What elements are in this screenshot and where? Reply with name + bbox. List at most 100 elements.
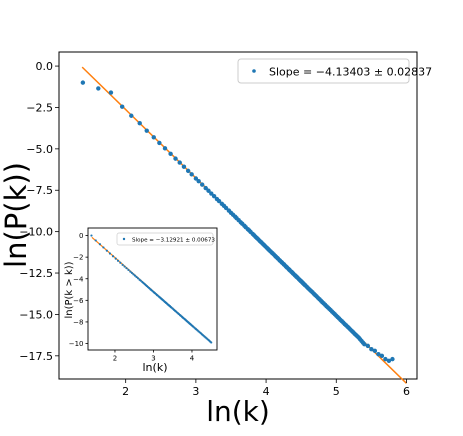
main-y-tick-label: 0.0 [36,60,54,73]
inset-y-tick-label: −10 [69,340,84,348]
main-data-point [223,205,229,211]
main-data-point [365,343,371,349]
main-data-point [383,356,388,362]
main-x-tick-label: 4 [263,385,270,398]
inset-y-tick-label: −2 [73,254,83,262]
inset-legend: Slope = −3.12921 ± 0.00673 [116,232,215,246]
main-legend-label: Slope = −4.13403 ± 0.02837 [269,66,432,79]
inset-x-axis-label: ln(k) [143,361,168,374]
main-data-point [193,176,199,181]
main-x-axis-ticks: 2 3 4 5 6 [122,379,410,398]
inset-data-point [139,279,142,282]
inset-data-point [108,252,112,255]
inset-data-point [119,261,122,264]
inset-legend-box [116,232,214,246]
inset-chart: 2 3 4 0 −2 −4 −6 −8 −10 ln(k) ln(P(k > k)) Slop… [64,222,223,374]
inset-data-point [105,249,108,252]
inset-x-tick-label: 2 [113,355,117,363]
main-y-tick-label: −2.5 [26,101,53,114]
inset-data-point [116,259,120,262]
main-y-tick-label: −7.5 [26,184,53,197]
inset-data-point [98,243,102,246]
main-data-point [162,146,168,151]
main-data-point [386,358,392,363]
main-y-axis-label: ln(P(k)) [0,162,33,268]
main-y-tick-label: −5.0 [26,143,53,156]
inset-y-tick-label: 0 [79,232,83,240]
main-data-point [157,140,162,146]
inset-y-axis-ticks: 0 −2 −4 −6 −8 −10 [69,232,88,348]
inset-data-point [132,273,135,276]
main-data-point [144,128,149,133]
inset-data-point [125,267,128,270]
inset-data-point [210,341,213,344]
main-legend: Slope = −4.13403 ± 0.02837 [237,58,432,84]
main-data-point [129,113,134,118]
main-y-tick-label: −17.5 [19,350,53,363]
inset-x-tick-label: 4 [190,355,195,363]
main-chart: 2 3 4 5 6 0.0 −2.5 −5.0 −7.5 −10.0 −12.5 −15.0 −17.… [0,51,432,428]
main-data-point [137,120,142,126]
main-x-tick-label: 3 [192,385,199,398]
main-data-point [80,80,86,85]
inset-legend-label: Slope = −3.12921 ± 0.00673 [132,238,215,244]
inset-data-point [136,277,140,280]
inset-x-axis-ticks: 2 3 4 [113,350,195,363]
main-x-tick-label: 2 [122,385,129,398]
inset-y-axis-label: ln(P(k > k)) [64,261,75,318]
main-data-point [168,151,173,157]
main-data-point [369,346,374,352]
main-data-point [189,172,194,177]
main-x-tick-label: 6 [403,385,410,398]
main-x-tick-label: 5 [333,385,340,398]
inset-data-point [111,255,115,258]
main-data-point [211,194,217,199]
inset-data-point [90,234,93,237]
main-data-point [151,135,156,140]
main-data-point [173,156,178,161]
main-data-point [372,348,378,354]
inset-data-points [90,234,213,344]
main-data-point [209,191,214,196]
inset-data-point [114,257,117,260]
main-y-tick-label: −12.5 [19,267,53,280]
main-y-tick-label: −15.0 [19,308,53,321]
main-data-point [196,178,201,184]
main-data-point [96,86,101,91]
main-data-point [177,160,182,165]
inset-y-tick-label: −8 [73,318,83,326]
inset-data-point [123,265,126,268]
inset-data-point [135,275,138,279]
main-legend-box [237,58,410,84]
main-data-point [206,188,211,193]
main-legend-marker [252,69,256,73]
main-data-point [216,198,222,204]
main-data-point [362,342,367,347]
inset-data-point [127,268,130,271]
inset-data-point [121,263,124,266]
inset-legend-marker [122,237,126,241]
inset-data-point [129,270,132,273]
main-y-tick-label: −10.0 [19,226,53,239]
inset-y-tick-label: −6 [73,297,84,305]
inset-data-point [94,239,97,242]
main-data-point [108,90,114,95]
inset-x-tick-label: 3 [151,355,155,363]
main-data-point [379,353,385,359]
inset-data-point [130,271,133,275]
main-data-point [200,182,205,187]
main-data-point [185,168,191,174]
main-data-point [203,185,208,191]
inset-data-point [102,246,105,249]
main-x-axis-label: ln(k) [206,395,270,428]
inset-plot-frame [87,227,218,351]
inset-y-tick-label: −4 [73,275,84,283]
main-plot-frame [58,51,418,380]
main-data-points [80,80,395,363]
inset-data-point [133,274,137,277]
main-y-axis-ticks: 0.0 −2.5 −5.0 −7.5 −10.0 −12.5 −15.0 −17.5 [19,60,59,363]
main-data-point [119,104,125,109]
main-data-point [390,356,395,362]
main-data-point [376,351,381,357]
